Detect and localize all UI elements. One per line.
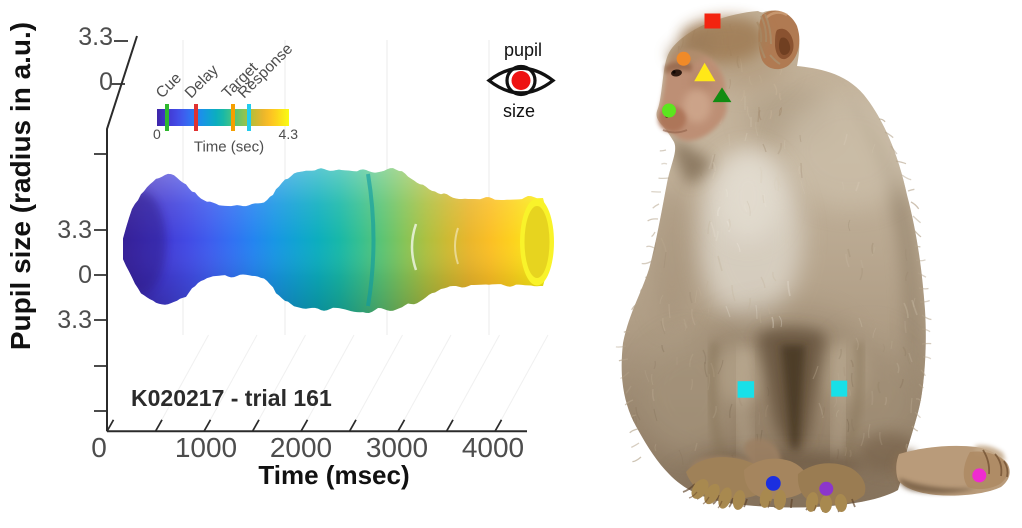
svg-text:Delay: Delay (182, 62, 222, 102)
svg-text:pupil: pupil (504, 40, 542, 60)
svg-text:3.3: 3.3 (57, 216, 92, 244)
svg-text:Time (msec): Time (msec) (258, 460, 409, 490)
svg-text:3000: 3000 (366, 432, 428, 463)
svg-text:0: 0 (78, 261, 92, 289)
svg-text:2000: 2000 (270, 432, 332, 463)
svg-text:4000: 4000 (462, 432, 524, 463)
svg-text:3.3: 3.3 (78, 23, 113, 51)
svg-text:0: 0 (99, 68, 113, 96)
svg-text:K020217 - trial 161: K020217 - trial 161 (131, 385, 332, 411)
svg-text:Cue: Cue (153, 70, 185, 102)
svg-text:0: 0 (153, 126, 161, 142)
svg-text:4.3: 4.3 (279, 126, 299, 142)
svg-text:size: size (503, 101, 535, 121)
svg-text:Time (sec): Time (sec) (194, 139, 264, 156)
svg-text:Pupil size (radius in a.u.): Pupil size (radius in a.u.) (5, 22, 36, 350)
svg-text:3.3: 3.3 (57, 306, 92, 334)
svg-text:1000: 1000 (175, 432, 237, 463)
svg-text:0: 0 (91, 432, 107, 463)
